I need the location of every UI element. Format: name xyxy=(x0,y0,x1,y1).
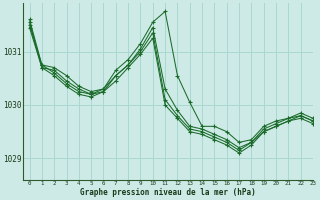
X-axis label: Graphe pression niveau de la mer (hPa): Graphe pression niveau de la mer (hPa) xyxy=(80,188,256,197)
